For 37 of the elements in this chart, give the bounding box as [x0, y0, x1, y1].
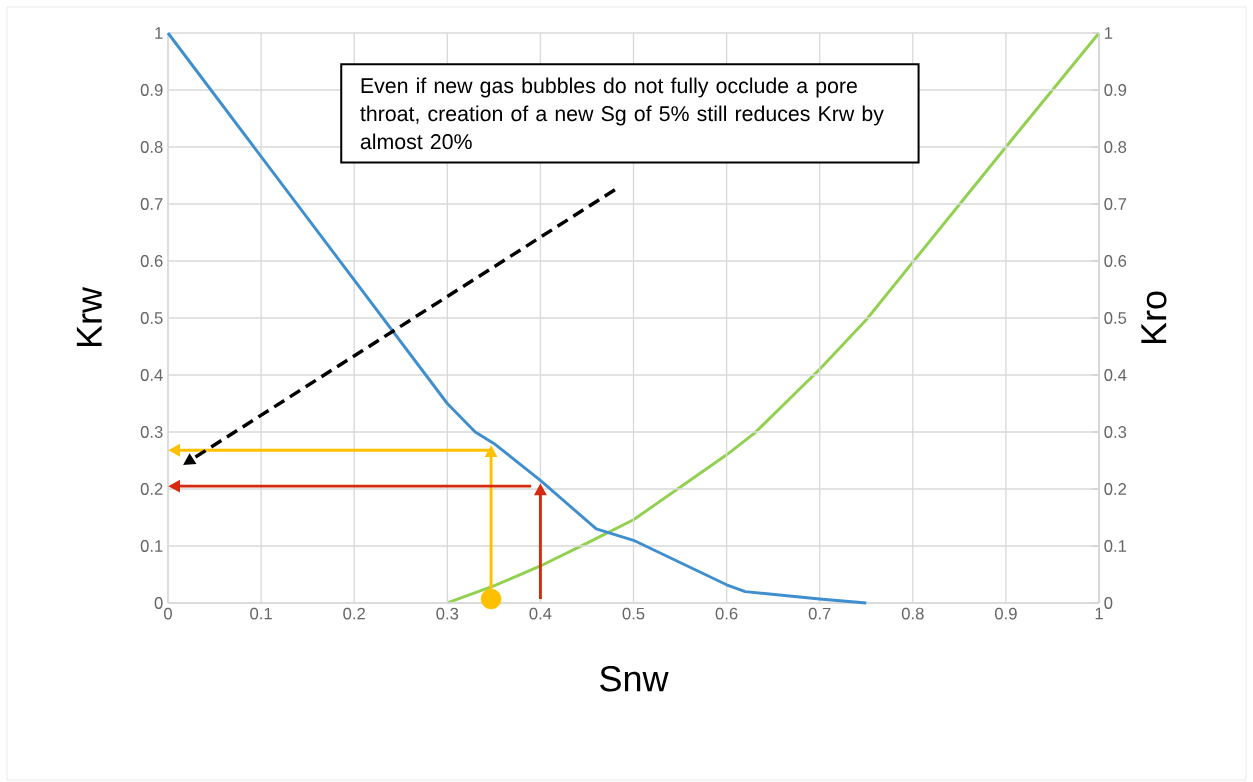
y-axis-title: Krw: [76, 286, 102, 347]
y2-axis-title: Kro: [1141, 291, 1167, 344]
y-tick-label: 0.9: [140, 84, 163, 96]
y2-tick-label: 0.1: [1104, 540, 1127, 552]
x-tick-label: 0.9: [994, 607, 1017, 620]
x-tick-label: 0.6: [715, 607, 738, 620]
x-tick-label: 0.4: [529, 607, 552, 620]
y2-tick-label: 0.2: [1104, 483, 1127, 495]
y-tick-label: 1: [155, 27, 163, 39]
x-tick-label: 0.7: [808, 607, 831, 620]
y-tick-label: 0.8: [140, 141, 163, 153]
y-tick-label: 0: [154, 597, 163, 609]
x-tick-label: 0.5: [622, 607, 645, 620]
x-axis-title: Snw: [600, 666, 669, 692]
y-tick-label: 0.6: [140, 255, 163, 267]
y-tick-label: 0.3: [140, 426, 163, 438]
y-tick-label: 0.5: [140, 312, 163, 324]
y2-tick-label: 0.8: [1104, 141, 1127, 153]
x-tick-label: 0.1: [250, 607, 272, 620]
y2-tick-label: 0.5: [1104, 312, 1127, 324]
y2-tick-label: 0.3: [1104, 426, 1127, 438]
y2-tick-label: 0.9: [1104, 84, 1127, 96]
x-tick-label: 1: [1095, 607, 1103, 620]
y2-tick-label: 1: [1105, 27, 1113, 39]
x-tick-label: 0.2: [343, 607, 365, 620]
y-tick-label: 0.1: [140, 540, 163, 552]
y2-tick-label: 0: [1104, 597, 1113, 609]
y2-tick-label: 0.7: [1104, 198, 1127, 210]
x-tick-label: 0: [164, 607, 172, 620]
y-tick-label: 0.2: [140, 483, 163, 495]
y-tick-label: 0.7: [140, 198, 163, 210]
y-tick-label: 0.4: [140, 369, 163, 381]
x-tick-label: 0.8: [901, 607, 924, 620]
annotation: Even if new gas bubbles do not fully occlude a pore throat, creation of a new Sg of 5% still reduces Krw by almost 20%: [360, 77, 884, 150]
y2-tick-label: 0.6: [1104, 255, 1127, 267]
y2-tick-label: 0.4: [1104, 369, 1127, 381]
x-tick-label: 0.3: [436, 607, 459, 620]
